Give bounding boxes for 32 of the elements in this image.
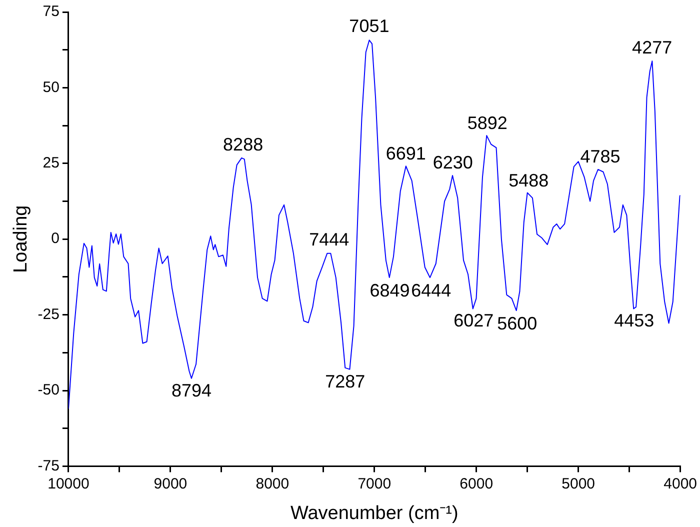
annotation: 7287 <box>325 371 366 392</box>
y-tick-label: 25 <box>42 154 60 172</box>
x-tick-label: 6000 <box>460 475 494 492</box>
x-tick-label: 4000 <box>664 475 698 492</box>
x-tick-label: 8000 <box>256 475 290 492</box>
y-tick-label: -75 <box>38 457 60 474</box>
x-tick-label: 9000 <box>154 475 188 492</box>
x-tick-label: 5000 <box>562 475 596 492</box>
x-tick-label: 10000 <box>48 475 90 492</box>
annotation: 8288 <box>223 134 264 154</box>
y-tick-label: 0 <box>51 230 60 248</box>
annotation: 7051 <box>349 16 390 36</box>
y-axis-title: Loading <box>10 205 32 273</box>
y-tick-label: 75 <box>42 3 60 20</box>
annotation: 4277 <box>632 37 672 58</box>
x-axis-title: Wavenumber (cm⁻¹) <box>290 502 458 524</box>
y-tick-label: -25 <box>38 306 60 323</box>
y-tick-label: 50 <box>42 78 60 96</box>
annotation: 6230 <box>432 152 473 172</box>
annotation: 5488 <box>508 170 549 191</box>
annotation: 4785 <box>580 146 620 166</box>
y-tick-label: -50 <box>38 382 60 399</box>
annotation: 8794 <box>171 380 212 400</box>
annotation: 6691 <box>386 143 426 164</box>
annotation: 6027 <box>454 310 494 331</box>
annotation: 7444 <box>309 230 350 250</box>
x-tick-label: 7000 <box>358 475 392 492</box>
annotation: 5600 <box>497 314 538 334</box>
annotation: 6444 <box>411 280 452 300</box>
annotation: 4453 <box>614 310 654 331</box>
annotation: 5892 <box>467 113 508 134</box>
annotation: 6849 <box>370 280 410 300</box>
